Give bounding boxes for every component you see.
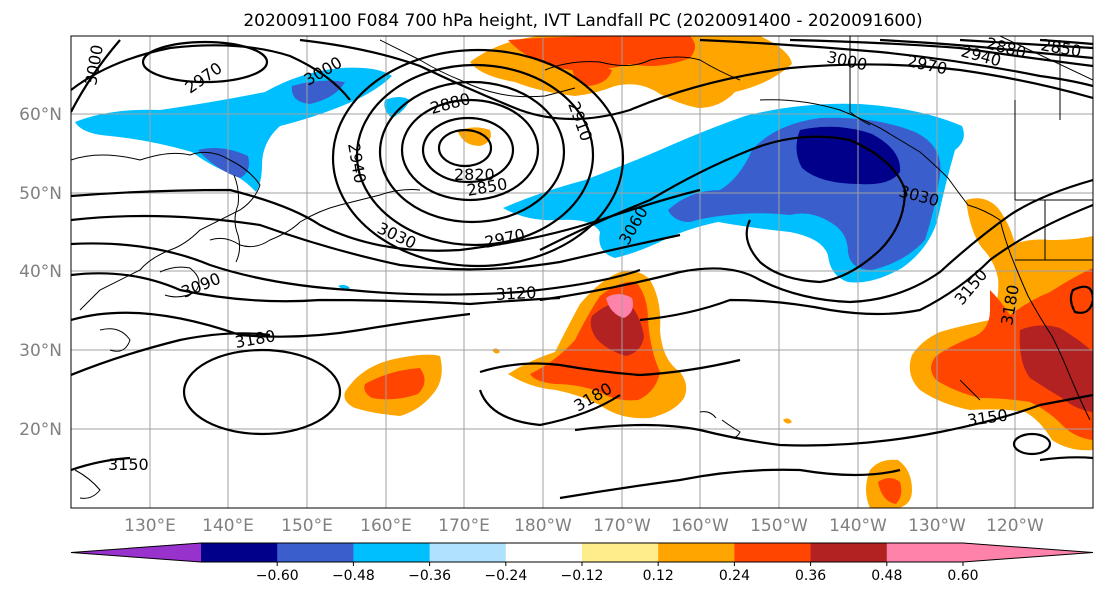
colorbar-segment [429, 543, 507, 562]
map-frame [70, 35, 1094, 509]
colorbar-extend-max [963, 543, 1093, 562]
colorbar-tick-label: −0.12 [561, 568, 604, 584]
contour-label: 2820 [454, 165, 495, 184]
lon-label: 170°E [438, 516, 490, 536]
map-panel: 3000 2970 3000 2880 2910 2940 2820 2850 … [71, 36, 1093, 508]
colorbar-segment [505, 543, 583, 562]
lon-label: 140°W [829, 516, 887, 536]
colorbar-segment [734, 543, 812, 562]
colorbar-tick-label: −0.36 [408, 568, 451, 584]
colorbar-segment [353, 543, 431, 562]
colorbar-outline [70, 542, 1094, 563]
longitude-labels: 130°E 140°E 150°E 160°E 170°E 180°W 170°… [124, 516, 1044, 536]
lat-label: 30°N [19, 341, 62, 361]
lat-label: 50°N [19, 184, 62, 204]
lat-label: 40°N [19, 262, 62, 282]
lon-label: 120°W [986, 516, 1044, 536]
lon-label: 150°E [281, 516, 333, 536]
colorbar-tick-label: −0.48 [332, 568, 375, 584]
colorbar-segment [277, 543, 354, 562]
lon-label: 180°W [514, 516, 572, 536]
graticule [71, 36, 1093, 508]
lon-label: 130°W [908, 516, 966, 536]
colorbar-segment [201, 543, 278, 562]
contour-label: 3120 [495, 283, 537, 304]
map-title: 2020091100 F084 700 hPa height, IVT Land… [243, 11, 922, 31]
lon-label: 140°E [202, 516, 254, 536]
lon-label: 160°E [360, 516, 412, 536]
lat-label: 20°N [19, 420, 62, 440]
colorbar-segment [582, 543, 659, 562]
colorbar-tick-label: 0.24 [719, 568, 750, 584]
colorbar-segment [810, 543, 888, 562]
colorbar-tick-label: −0.24 [484, 568, 527, 584]
colorbar-tick-label: 0.36 [795, 568, 826, 584]
colorbar-tick-label: −0.60 [256, 568, 299, 584]
lon-label: 160°W [671, 516, 729, 536]
height-contours [71, 38, 1093, 500]
lon-label: 150°W [750, 516, 808, 536]
contour-label: 3150 [108, 455, 149, 474]
ivt-positive-shading [344, 36, 1093, 508]
colorbar-segment [658, 543, 735, 562]
colorbar-tick-label: 0.12 [643, 568, 674, 584]
lon-label: 170°W [593, 516, 651, 536]
lon-label: 130°E [124, 516, 176, 536]
colorbar-tick-label: 0.60 [947, 568, 978, 584]
colorbar: −0.60 −0.48 −0.36 −0.24 −0.12 0.12 0.24 0.36 0.4… [70, 542, 1094, 584]
colorbar-tick-label: 0.48 [871, 568, 902, 584]
colorbar-extend-min [71, 543, 201, 562]
lat-label: 60°N [19, 105, 62, 125]
latitude-labels: 60°N 50°N 40°N 30°N 20°N [19, 105, 62, 440]
colorbar-segment [886, 543, 964, 562]
